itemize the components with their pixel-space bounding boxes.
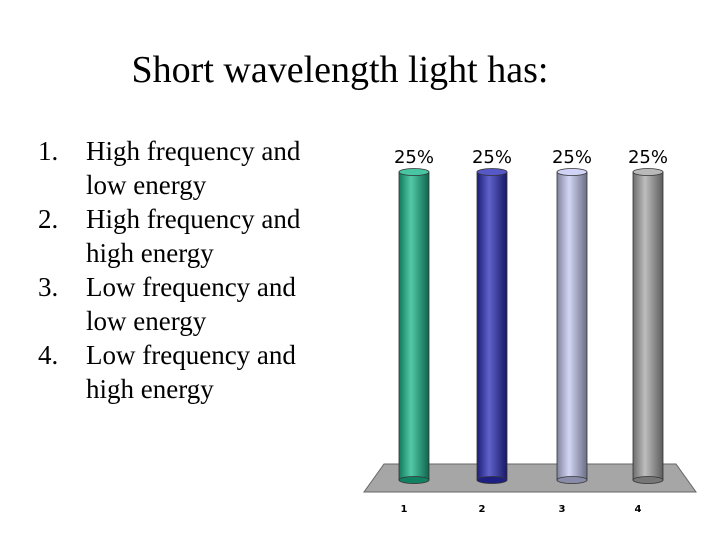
bar-value-label: 25% xyxy=(394,147,434,168)
category-tick-label: 2 xyxy=(479,504,486,515)
bar-base xyxy=(476,476,508,484)
bar-base xyxy=(398,476,430,484)
answer-option: 4. Low frequency and high energy xyxy=(38,338,358,406)
bar-top-cap xyxy=(398,168,430,176)
bar-top-cap xyxy=(556,168,588,176)
option-line: High frequency and xyxy=(86,204,301,234)
bar xyxy=(556,171,588,481)
answer-option: 3. Low frequency and low energy xyxy=(38,270,358,338)
option-text: High frequency and high energy xyxy=(86,202,358,270)
bar-value-label: 25% xyxy=(628,147,668,168)
option-line: Low frequency and xyxy=(86,272,296,302)
answer-option: 1. High frequency and low energy xyxy=(38,134,358,202)
category-tick-label: 1 xyxy=(401,504,408,515)
option-number: 4. xyxy=(38,340,59,370)
bar xyxy=(632,171,664,481)
option-number: 2. xyxy=(38,204,59,234)
category-tick-label: 4 xyxy=(635,504,642,515)
option-number: 1. xyxy=(38,136,59,166)
bar-top-cap xyxy=(476,168,508,176)
option-line: low energy xyxy=(86,170,207,200)
option-line: high energy xyxy=(86,374,214,404)
bar xyxy=(476,171,508,481)
option-line: High frequency and xyxy=(86,136,301,166)
slide-title: Short wavelength light has: xyxy=(131,49,549,91)
option-text: High frequency and low energy xyxy=(86,134,358,202)
bar-base xyxy=(632,476,664,484)
bar-base xyxy=(556,476,588,484)
bar-value-label: 25% xyxy=(552,147,592,168)
category-tick-label: 3 xyxy=(559,504,566,515)
option-line: low energy xyxy=(86,306,207,336)
bar-value-label: 25% xyxy=(472,147,512,168)
option-line: high energy xyxy=(86,238,214,268)
answer-option: 2. High frequency and high energy xyxy=(38,202,358,270)
answer-options: 1. High frequency and low energy 2. High… xyxy=(38,134,358,406)
option-number: 3. xyxy=(38,272,59,302)
option-text: Low frequency and high energy xyxy=(86,338,358,406)
bar-top-cap xyxy=(632,168,664,176)
option-line: Low frequency and xyxy=(86,340,296,370)
option-text: Low frequency and low energy xyxy=(86,270,358,338)
bar xyxy=(398,171,430,481)
